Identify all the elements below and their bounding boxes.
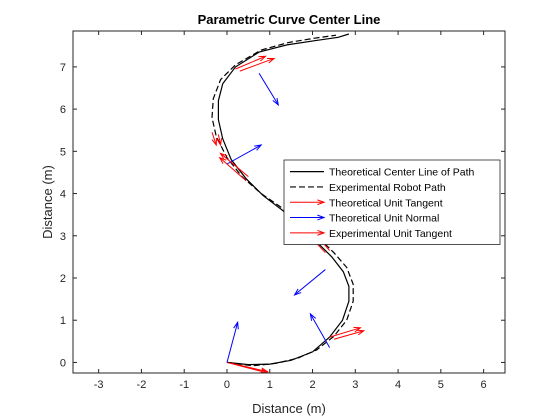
vector-3-arrow-1 <box>231 362 270 373</box>
legend: Theoretical Center Line of Path Experimen… <box>283 159 501 245</box>
x-axis-label: Distance (m) <box>252 401 326 416</box>
vector-1-arrow-5-head <box>216 138 223 147</box>
vector-1-arrow-6 <box>239 57 276 72</box>
vector-2-arrow-3-head <box>293 288 302 296</box>
vector-2-arrow-1 <box>226 320 239 363</box>
y-tick-label-2: 2 <box>60 273 66 285</box>
vector-2-arrow-4-head <box>254 144 263 151</box>
legend-arrow-swatch-4 <box>290 214 326 221</box>
vector-3-arrow-6 <box>235 55 267 70</box>
y-tick-label-7: 7 <box>60 62 66 74</box>
vector-2-arrow-1-shaft <box>226 322 239 363</box>
vector-1-arrow-2-head <box>353 326 362 333</box>
vector-1-arrow-6-head <box>267 57 276 64</box>
vector-1-arrow-2 <box>329 326 362 338</box>
axes-box <box>72 30 506 374</box>
legend-label-1: Theoretical Center Line of Path <box>329 167 474 179</box>
vector-2-arrow-4 <box>226 144 263 165</box>
vector-2-arrow-5 <box>258 72 280 107</box>
x-tick-label-5: 2 <box>309 379 315 391</box>
x-tick-label-6: 3 <box>352 379 358 391</box>
vector-2-arrow-2 <box>309 312 331 348</box>
legend-arrow-swatch-3-head <box>317 199 326 206</box>
x-tick-label-7: 4 <box>395 379 401 391</box>
vector-2-arrow-3-shaft <box>294 269 326 296</box>
vector-3-arrow-1-shaft <box>231 362 268 373</box>
x-tick-label-8: 5 <box>438 379 444 391</box>
y-axis-label: Distance (m) <box>40 165 55 239</box>
vector-3-arrow-1-head <box>260 367 270 373</box>
y-tick-label-4: 4 <box>60 189 66 201</box>
vector-3-arrow-5-head <box>211 137 217 147</box>
legend-entry-5: Experimental Unit Tangent <box>290 228 452 240</box>
x-tick-label-2: -1 <box>179 379 189 391</box>
chart-title: Parametric Curve Center Line <box>198 12 381 27</box>
y-tick-label-0: 0 <box>60 357 66 369</box>
legend-label-2: Experimental Robot Path <box>329 182 446 194</box>
vector-1-arrow-4-shaft <box>219 157 247 182</box>
legend-entry-3: Theoretical Unit Tangent <box>290 197 443 209</box>
legend-arrow-swatch-4-head <box>317 214 326 221</box>
x-tick-label-4: 1 <box>267 379 273 391</box>
x-tick-label-1: -2 <box>137 379 147 391</box>
vector-1-arrow-6-shaft <box>239 57 275 72</box>
vector-2-arrow-1-head <box>233 320 239 330</box>
vector-2-arrow-2-head <box>309 312 317 321</box>
axes: -3 -2 -1 0 1 2 3 4 5 6 0 1 2 3 4 5 6 7 <box>60 30 506 391</box>
vector-3-arrow-5-shaft <box>211 132 217 146</box>
legend-entry-2: Experimental Robot Path <box>290 182 446 194</box>
vector-1-arrow-5-shaft <box>217 134 222 146</box>
legend-arrow-swatch-5-head <box>317 229 326 236</box>
vector-2-arrow-5-shaft <box>258 72 279 106</box>
vector-3-arrow-4-shaft <box>220 153 249 178</box>
y-tick-label-3: 3 <box>60 231 66 243</box>
vector-3-arrow-6-shaft <box>235 55 266 70</box>
vector-2-arrow-5-head <box>272 97 280 107</box>
legend-arrow-swatch-3 <box>290 199 326 206</box>
legend-label-4: Theoretical Unit Normal <box>329 213 439 225</box>
vector-3-arrow-5 <box>211 132 217 147</box>
vector-3-arrow-4 <box>219 152 249 178</box>
y-tick-label-6: 6 <box>60 104 66 116</box>
vector-3-arrow-2-shaft <box>333 330 364 340</box>
vector-1-arrow-5 <box>216 134 223 147</box>
vector-3-arrow-4-head <box>219 152 228 160</box>
legend-label-5: Experimental Unit Tangent <box>329 228 452 240</box>
vector-2-arrow-2-shaft <box>309 313 331 348</box>
x-tick-label-0: -3 <box>94 379 104 391</box>
legend-label-3: Theoretical Unit Tangent <box>329 197 443 209</box>
vector-1-arrow-2-shaft <box>329 327 361 338</box>
x-tick-label-9: 6 <box>481 379 487 391</box>
y-tick-label-5: 5 <box>60 146 66 158</box>
legend-arrow-swatch-5 <box>290 229 326 236</box>
legend-entry-1: Theoretical Center Line of Path <box>290 167 474 179</box>
vector-2-arrow-3 <box>293 269 326 296</box>
legend-entry-4: Theoretical Unit Normal <box>290 213 439 225</box>
y-tick-label-1: 1 <box>60 315 66 327</box>
series-line-1 <box>217 33 350 366</box>
vector-2-arrow-4-shaft <box>226 144 262 165</box>
vector-3-arrow-6-head <box>258 55 267 62</box>
x-tick-label-3: 0 <box>224 379 230 391</box>
vector-3-arrow-2-head <box>356 329 366 336</box>
vector-3-arrow-2 <box>333 329 366 340</box>
